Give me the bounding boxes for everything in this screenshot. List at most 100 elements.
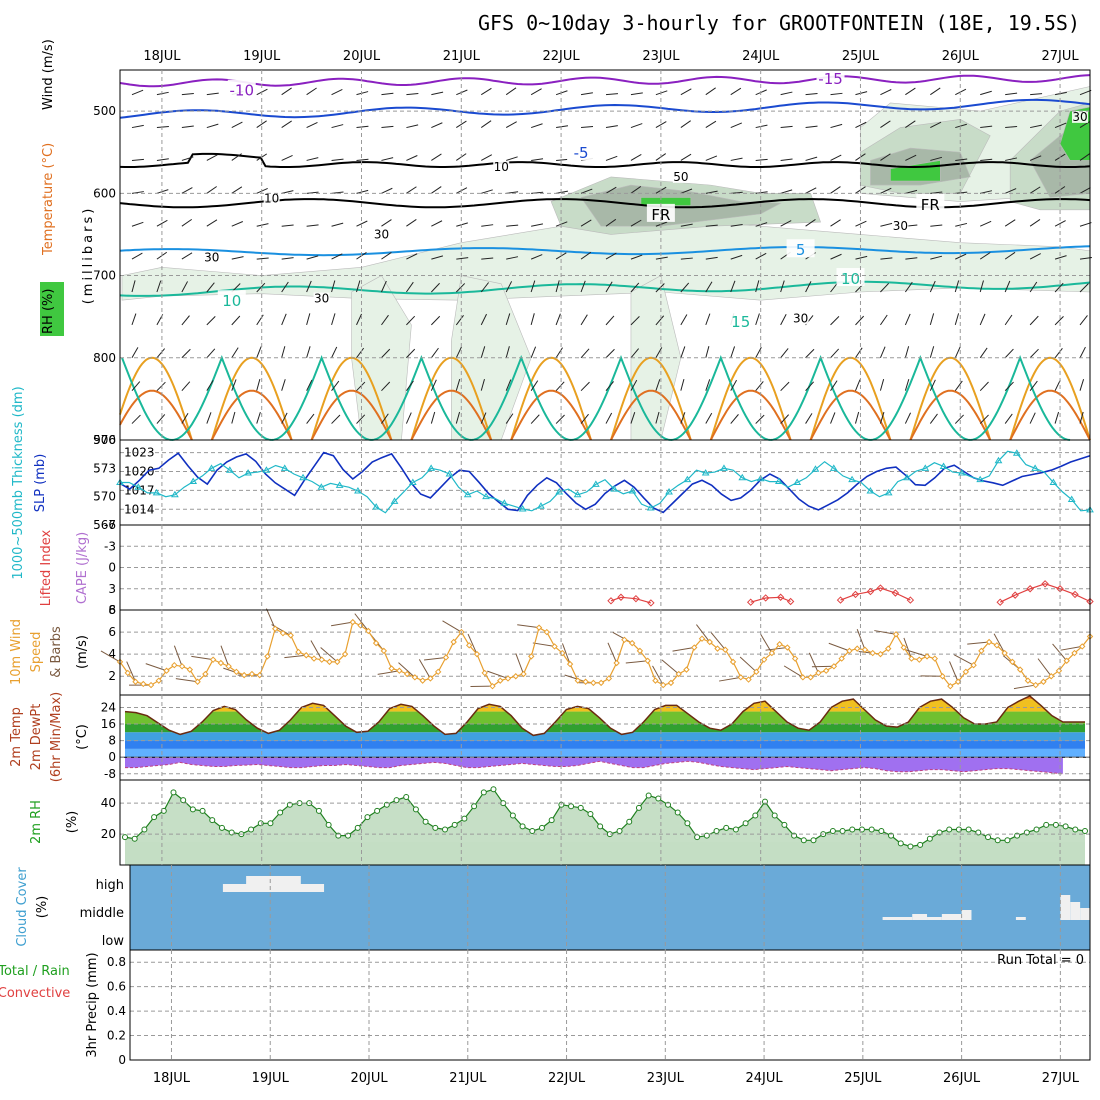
wind-barb xyxy=(979,414,989,424)
wind-barb xyxy=(231,347,239,359)
wind-barb xyxy=(929,313,935,326)
wind10m-point xyxy=(535,624,543,631)
thickness-point xyxy=(372,503,381,510)
wind-barb xyxy=(979,280,984,293)
thickness-point xyxy=(848,475,856,483)
wind-barb xyxy=(131,280,136,293)
rh-point xyxy=(742,820,749,827)
wind-barb xyxy=(156,219,168,227)
lifted-index-point xyxy=(632,594,640,603)
wind-barb xyxy=(1005,92,1018,96)
contour-label: 10 xyxy=(264,191,279,205)
wind10m-point xyxy=(861,646,869,653)
rh-shade xyxy=(640,197,692,206)
wind10m-point xyxy=(714,645,721,652)
temp-band xyxy=(125,740,1085,749)
wind-barb xyxy=(680,412,686,424)
wind-barb xyxy=(181,348,191,359)
wind-barb xyxy=(406,348,416,359)
wind-barb xyxy=(306,379,313,391)
wind10m-barb xyxy=(661,659,680,675)
temp-contour-15 xyxy=(770,355,871,441)
rh-point xyxy=(519,823,526,830)
rh-point xyxy=(1082,828,1088,834)
temp-contour-25 xyxy=(610,389,692,441)
temp-contour-20 xyxy=(1009,356,1091,441)
top-date-label: 21JUL xyxy=(443,49,481,64)
wind10m-barb xyxy=(905,649,928,657)
wind-barb xyxy=(156,91,169,96)
wind10m-point xyxy=(202,670,209,678)
thickness-point xyxy=(573,490,582,498)
thickness-point xyxy=(756,474,765,482)
wind-barb xyxy=(979,381,989,392)
wind-barb xyxy=(855,121,867,129)
wind-barb xyxy=(530,280,536,293)
wind-barb xyxy=(381,314,389,326)
wind-barb xyxy=(1029,412,1036,424)
wind10m-barb xyxy=(625,660,648,664)
wind-barb xyxy=(506,156,518,161)
wind-barb xyxy=(780,125,793,129)
cloud-panel: high middle low Cloud Cover (%) xyxy=(15,864,1091,951)
wind10m-point xyxy=(962,668,970,676)
cloud-high-bar xyxy=(277,876,286,892)
contour-label-bg xyxy=(203,251,220,264)
wind10m-barb xyxy=(949,661,959,682)
slp-axis-label: SLP (mb) xyxy=(33,454,48,513)
wind-barb xyxy=(481,154,493,161)
bottom-date-label: 20JUL xyxy=(350,1071,388,1086)
wind10m-point xyxy=(303,652,310,659)
contour-label-bg xyxy=(836,268,865,287)
wind-barb xyxy=(705,120,717,128)
contour-label-bg xyxy=(263,192,280,205)
lifted-index-series-line xyxy=(750,596,791,603)
temp-contour-20 xyxy=(210,356,293,441)
wind-barb xyxy=(580,348,590,359)
wind-barb xyxy=(955,191,968,194)
wind-barb xyxy=(1004,381,1014,392)
li-tick-label: 6 xyxy=(108,603,116,617)
thickness-series-line xyxy=(120,450,1091,514)
rh-point xyxy=(471,803,478,810)
rh-point xyxy=(684,820,691,827)
thickness-point xyxy=(482,492,490,500)
wind-barb xyxy=(605,252,617,260)
wind-barb xyxy=(206,219,218,227)
wind-barb xyxy=(929,413,938,424)
wind-barb xyxy=(605,348,615,359)
wind-barb xyxy=(456,120,467,128)
rh-point xyxy=(432,824,439,831)
wind-barb xyxy=(605,93,618,96)
cloud-high-bar xyxy=(269,876,278,892)
wind-barb xyxy=(980,90,992,96)
rh-point xyxy=(461,815,468,822)
rh-point xyxy=(1033,826,1040,833)
rh-point xyxy=(374,807,381,814)
wind-barb xyxy=(406,186,417,194)
wind-barb xyxy=(555,90,568,96)
thickness-point xyxy=(189,477,198,485)
cloud-high-bar xyxy=(308,884,317,892)
wind-barb xyxy=(805,413,813,424)
wind10m-point xyxy=(326,658,333,666)
wind-barb xyxy=(306,280,312,293)
wind-barb xyxy=(206,282,215,293)
wind-barb xyxy=(505,281,513,293)
wind-barb xyxy=(306,87,317,96)
wind-barb xyxy=(231,153,242,161)
wind10m-barb xyxy=(398,662,416,678)
thickness-point xyxy=(317,483,326,490)
wind-barb xyxy=(455,411,461,424)
wind-barb xyxy=(281,346,286,358)
wind-barb xyxy=(256,120,267,128)
temp-contour-minus15 xyxy=(119,74,1091,88)
wind-barb xyxy=(855,411,860,424)
wind-barb xyxy=(630,254,643,260)
wind-barb xyxy=(455,346,462,358)
wind10m-point xyxy=(365,627,372,635)
rh-legend-swatch xyxy=(40,282,64,336)
thickness-point xyxy=(354,487,362,494)
wind-barb xyxy=(805,381,815,392)
